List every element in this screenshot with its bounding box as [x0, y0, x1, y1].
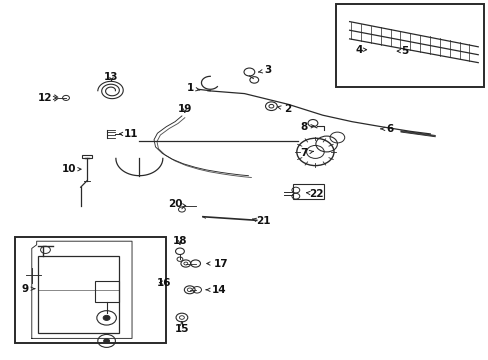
Text: 19: 19	[177, 104, 192, 114]
Text: 9: 9	[22, 284, 35, 294]
Text: 17: 17	[206, 258, 228, 269]
Text: 18: 18	[172, 236, 187, 246]
Text: 6: 6	[380, 124, 393, 134]
Bar	[293, 184, 323, 199]
Text: 10: 10	[62, 164, 81, 174]
Circle shape	[103, 339, 109, 343]
Text: 1: 1	[187, 83, 200, 93]
Bar	[336, 4, 483, 87]
Text: 20: 20	[167, 199, 185, 210]
Text: 4: 4	[354, 45, 366, 55]
Text: 5: 5	[396, 46, 407, 56]
Bar	[15, 237, 166, 343]
Text: 15: 15	[174, 321, 189, 334]
Text: 14: 14	[206, 285, 226, 295]
Text: 3: 3	[258, 65, 271, 75]
Text: 21: 21	[252, 216, 270, 226]
Text: 16: 16	[156, 278, 171, 288]
Bar	[82, 155, 92, 158]
Text: 12: 12	[38, 93, 57, 103]
Text: 22: 22	[306, 189, 324, 199]
Text: 7: 7	[300, 148, 313, 158]
Circle shape	[103, 315, 110, 320]
Text: 2: 2	[277, 104, 290, 114]
Text: 13: 13	[104, 72, 119, 82]
Bar	[95, 281, 119, 302]
Bar	[38, 256, 119, 333]
Text: 8: 8	[300, 122, 314, 132]
Text: 11: 11	[119, 129, 138, 139]
